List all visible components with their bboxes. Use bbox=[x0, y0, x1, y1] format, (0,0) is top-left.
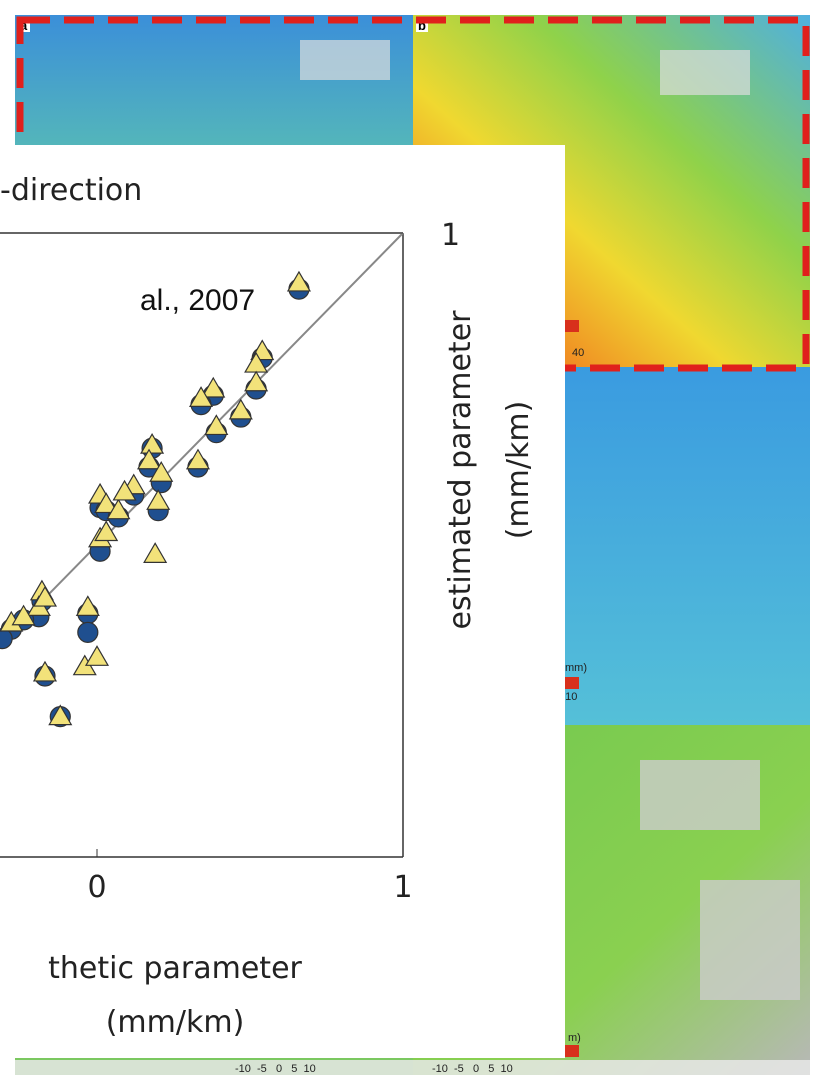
cloud bbox=[700, 880, 800, 1000]
x-tick-label: 1 bbox=[393, 870, 412, 905]
colorbar-label: 40 bbox=[572, 347, 584, 359]
y-axis-label: estimated parameter bbox=[443, 310, 478, 630]
y-tick-label: 1 bbox=[441, 218, 460, 253]
page: a b 40 mm) 0.10 m) -10 -5 0 5 10 -10 -5 … bbox=[0, 0, 821, 1089]
slide: a b 40 mm) 0.10 m) -10 -5 0 5 10 -10 -5 … bbox=[0, 0, 821, 1089]
scale-strip bbox=[15, 1060, 810, 1075]
colorbar-label: m) bbox=[568, 1032, 581, 1044]
cloud bbox=[640, 760, 760, 830]
colorbar-scale: -10 -5 0 5 10 bbox=[432, 1063, 513, 1075]
colorbar-scale: -10 -5 0 5 10 bbox=[235, 1063, 316, 1075]
cloud bbox=[300, 40, 390, 80]
x-axis-label: thetic parameter bbox=[48, 951, 302, 986]
colorbar-swatch bbox=[565, 677, 579, 689]
x-axis-label: (mm/km) bbox=[106, 1005, 245, 1040]
y-axis-label: (mm/km) bbox=[501, 401, 536, 540]
colorbar-label: mm) bbox=[565, 662, 587, 674]
colorbar-swatch bbox=[565, 1045, 579, 1057]
cloud bbox=[660, 50, 750, 95]
chart-title: -direction bbox=[0, 173, 142, 208]
annotation: al., 2007 bbox=[140, 284, 255, 317]
point bbox=[78, 622, 98, 642]
x-tick-label: 0 bbox=[87, 870, 106, 905]
colorbar-swatch bbox=[565, 320, 579, 332]
